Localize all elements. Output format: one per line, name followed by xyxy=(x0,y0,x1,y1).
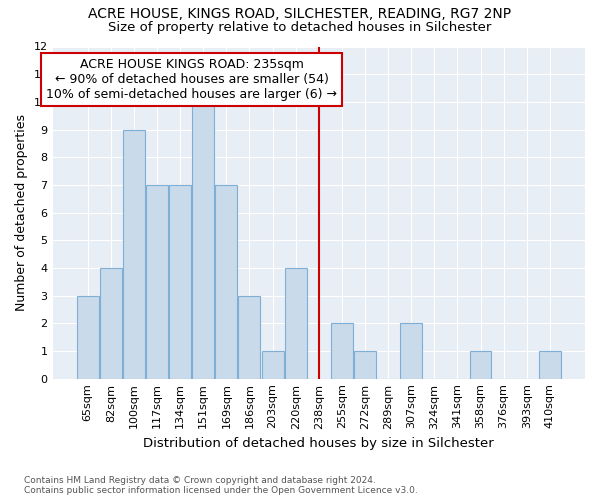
X-axis label: Distribution of detached houses by size in Silchester: Distribution of detached houses by size … xyxy=(143,437,494,450)
Bar xyxy=(262,351,284,378)
Bar xyxy=(123,130,145,378)
Bar xyxy=(215,185,238,378)
Bar xyxy=(331,324,353,378)
Y-axis label: Number of detached properties: Number of detached properties xyxy=(15,114,28,311)
Text: ACRE HOUSE KINGS ROAD: 235sqm
← 90% of detached houses are smaller (54)
10% of s: ACRE HOUSE KINGS ROAD: 235sqm ← 90% of d… xyxy=(46,58,337,100)
Bar xyxy=(169,185,191,378)
Text: Contains HM Land Registry data © Crown copyright and database right 2024.
Contai: Contains HM Land Registry data © Crown c… xyxy=(24,476,418,495)
Bar xyxy=(238,296,260,378)
Bar xyxy=(100,268,122,378)
Bar xyxy=(470,351,491,378)
Bar xyxy=(539,351,561,378)
Bar xyxy=(77,296,98,378)
Text: ACRE HOUSE, KINGS ROAD, SILCHESTER, READING, RG7 2NP: ACRE HOUSE, KINGS ROAD, SILCHESTER, READ… xyxy=(88,8,512,22)
Bar xyxy=(192,102,214,378)
Bar xyxy=(146,185,168,378)
Text: Size of property relative to detached houses in Silchester: Size of property relative to detached ho… xyxy=(109,21,491,34)
Bar xyxy=(354,351,376,378)
Bar xyxy=(284,268,307,378)
Bar xyxy=(400,324,422,378)
